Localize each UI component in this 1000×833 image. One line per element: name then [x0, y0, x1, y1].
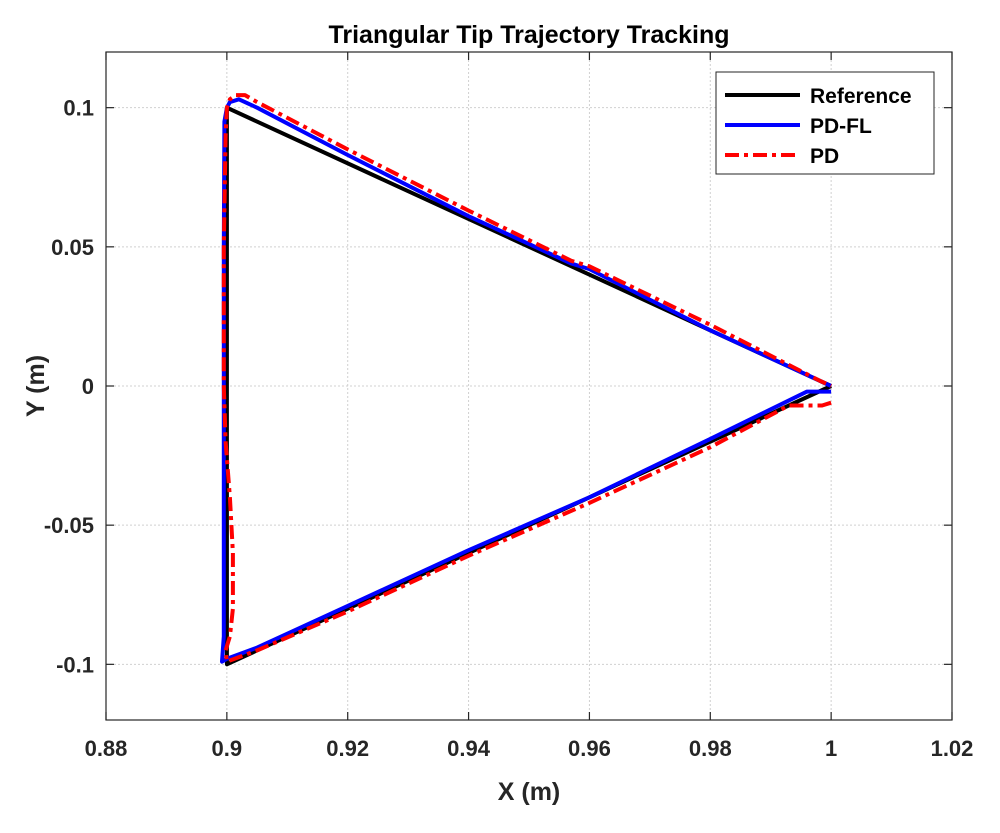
x-tick-label: 0.92 — [326, 736, 369, 761]
x-axis-label: X (m) — [498, 778, 561, 806]
y-tick-label: -0.1 — [56, 652, 94, 677]
x-tick-label: 1.02 — [931, 736, 974, 761]
y-tick-label: 0.05 — [51, 235, 94, 260]
legend: Reference PD-FL PD — [715, 71, 935, 175]
x-tick-label: 0.94 — [447, 736, 491, 761]
y-axis-label: Y (m) — [22, 355, 50, 417]
legend-label-pd: PD — [810, 145, 839, 168]
axis-ticks: 0.88 0.9 0.92 0.94 0.96 0.98 1 1.02 -0.1 -0.05 0 0.… — [44, 52, 974, 761]
x-tick-label: 0.9 — [212, 736, 243, 761]
x-tick-label: 0.96 — [568, 736, 611, 761]
x-tick-label: 0.98 — [689, 736, 732, 761]
series-line-pd — [221, 93, 832, 664]
series-line-pd-fl — [220, 97, 832, 664]
chart-title: Triangular Tip Trajectory Tracking — [328, 21, 729, 49]
y-tick-label: 0.1 — [63, 96, 94, 121]
x-tick-label: 1 — [825, 736, 837, 761]
x-tick-label: 0.88 — [85, 736, 128, 761]
y-tick-label: -0.05 — [44, 513, 94, 538]
series-layer — [220, 93, 832, 667]
legend-label-reference: Reference — [810, 85, 912, 108]
legend-label-pd-fl: PD-FL — [810, 115, 872, 138]
y-tick-label: 0 — [82, 374, 94, 399]
